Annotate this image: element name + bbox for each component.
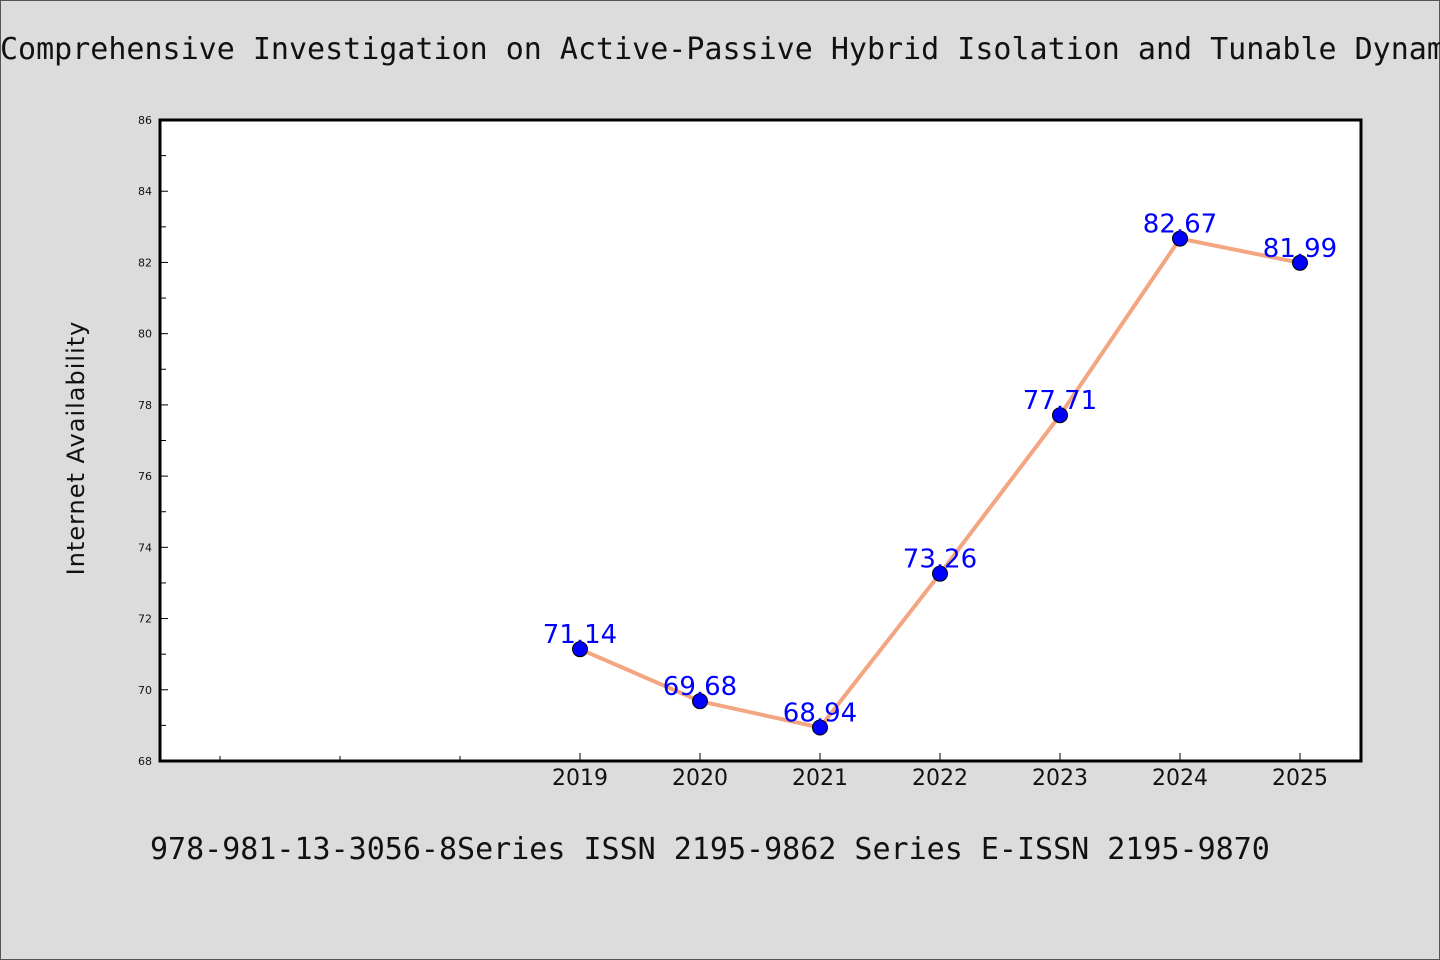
y-tick-label: 84	[138, 185, 152, 198]
data-label: 77.71	[1023, 386, 1097, 416]
chart-title: Comprehensive Investigation on Active-Pa…	[0, 32, 1440, 67]
y-tick-label: 72	[138, 613, 152, 626]
data-point	[1052, 407, 1068, 424]
data-label: 82.67	[1143, 210, 1217, 240]
y-tick-label: 70	[138, 684, 152, 697]
x-tick-label: 2025	[1272, 766, 1328, 791]
y-tick-label: 80	[138, 328, 152, 341]
series: 71.14 69.68 68.94 73.26 77.71 82.67 81.99	[543, 210, 1337, 736]
y-tick-label: 82	[138, 256, 152, 269]
y-axis: 68 70 72 74 76 78 80 82 84 86	[138, 114, 168, 768]
data-label: 73.26	[903, 545, 977, 575]
data-label: 69.68	[663, 672, 737, 702]
y-tick-label: 76	[138, 470, 152, 483]
x-tick-label: 2019	[552, 766, 608, 791]
data-label: 71.14	[543, 620, 617, 650]
x-tick-label: 2022	[912, 766, 968, 791]
data-point	[572, 641, 588, 658]
x-axis: 2019 2020 2021 2022 2023 2024 2025	[219, 753, 1328, 791]
data-point	[932, 565, 948, 582]
data-label: 68.94	[783, 699, 857, 729]
data-label: 81.99	[1263, 234, 1337, 264]
y-tick-label: 74	[138, 541, 152, 554]
y-tick-label: 86	[138, 114, 152, 127]
x-tick-label: 2024	[1152, 766, 1208, 791]
data-point	[1172, 230, 1188, 247]
plot-area	[158, 118, 1363, 763]
y-tick-label: 68	[138, 755, 152, 768]
y-tick-label: 78	[138, 399, 152, 412]
data-point	[692, 693, 708, 710]
data-point	[812, 719, 828, 736]
x-tick-label: 2020	[672, 766, 728, 791]
footer-text: 978-981-13-3056-8Series ISSN 2195-9862 S…	[150, 832, 1270, 867]
x-tick-label: 2021	[792, 766, 848, 791]
data-point	[1292, 254, 1308, 271]
x-tick-label: 2023	[1032, 766, 1088, 791]
